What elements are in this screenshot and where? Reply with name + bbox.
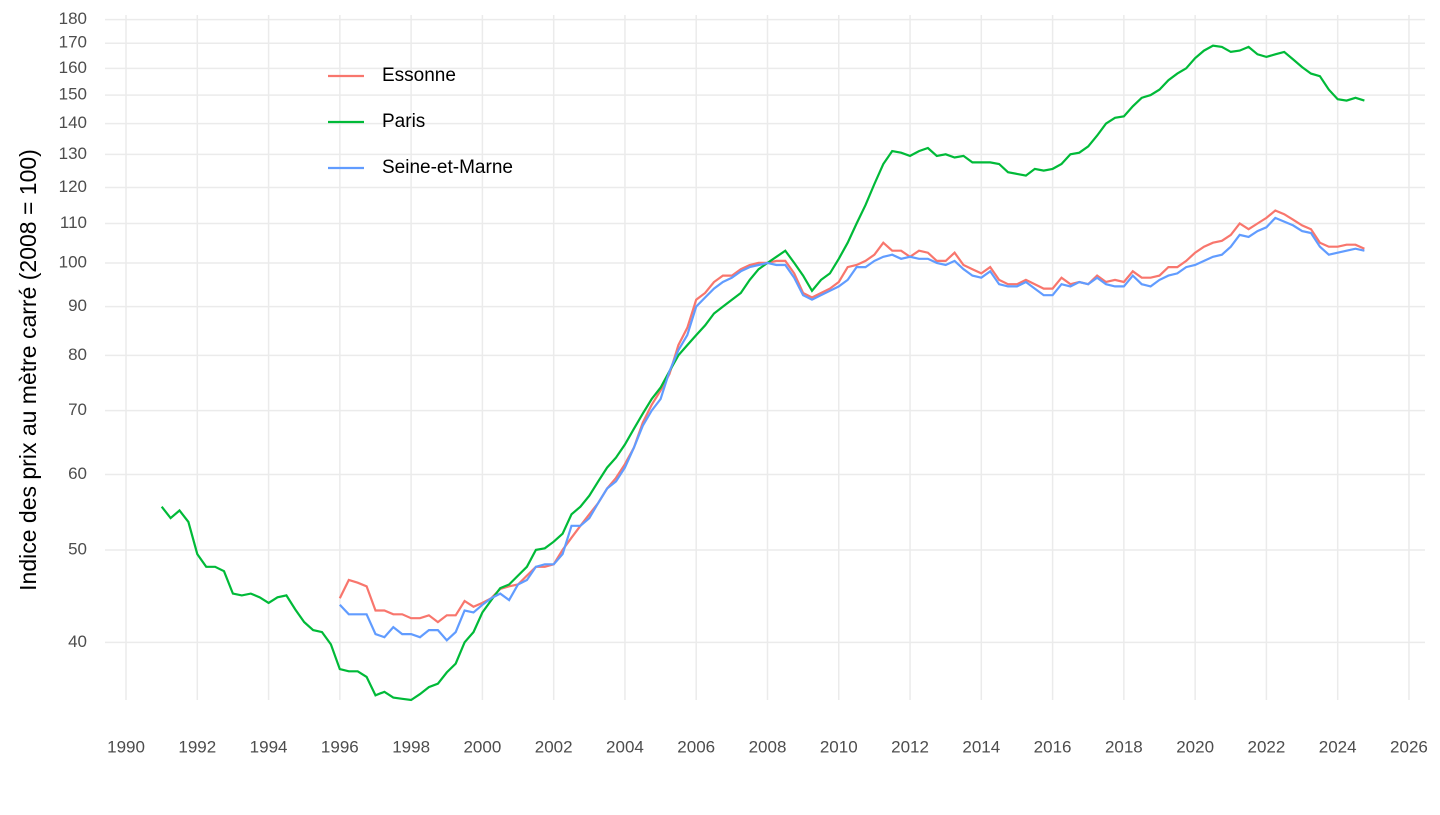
y-tick-label: 60 <box>68 464 87 483</box>
x-tick-label: 2008 <box>749 737 787 756</box>
x-tick-label: 2022 <box>1248 737 1286 756</box>
x-tick-label: 1996 <box>321 737 359 756</box>
x-tick-label: 1994 <box>250 737 288 756</box>
y-tick-label: 40 <box>68 632 87 651</box>
y-tick-label: 150 <box>59 85 87 104</box>
x-tick-label: 2004 <box>606 737 644 756</box>
x-tick-label: 2000 <box>463 737 501 756</box>
x-tick-label: 2018 <box>1105 737 1143 756</box>
legend-label: Paris <box>382 111 425 132</box>
y-tick-label: 180 <box>59 9 87 28</box>
y-tick-label: 110 <box>60 213 87 232</box>
y-tick-label: 130 <box>59 144 87 163</box>
y-axis-title: Indice des prix au mètre carré (2008 = 1… <box>15 149 41 591</box>
x-tick-label: 2020 <box>1176 737 1214 756</box>
y-tick-label: 100 <box>59 252 87 271</box>
x-tick-label: 1990 <box>107 737 145 756</box>
y-tick-label: 120 <box>59 177 87 196</box>
legend-label: Seine-et-Marne <box>382 157 513 178</box>
x-tick-label: 1992 <box>178 737 216 756</box>
x-tick-label: 2002 <box>535 737 573 756</box>
x-tick-label: 2006 <box>677 737 715 756</box>
x-tick-label: 2024 <box>1319 737 1357 756</box>
x-tick-label: 2016 <box>1034 737 1072 756</box>
series-line <box>338 209 1365 624</box>
y-tick-label: 140 <box>59 113 87 132</box>
y-tick-label: 70 <box>68 400 87 419</box>
x-tick-label: 2010 <box>820 737 858 756</box>
x-tick-label: 1998 <box>392 737 430 756</box>
y-tick-label: 170 <box>59 33 87 52</box>
y-tick-label: 160 <box>59 58 87 77</box>
x-tick-label: 2014 <box>962 737 1000 756</box>
y-tick-label: 90 <box>68 296 87 315</box>
y-tick-label: 50 <box>68 539 87 558</box>
x-tick-label: 2026 <box>1390 737 1428 756</box>
x-tick-label: 2012 <box>891 737 929 756</box>
legend-label: Essonne <box>382 65 456 86</box>
y-tick-label: 80 <box>68 345 87 364</box>
series-line <box>339 216 1365 642</box>
series-line <box>160 44 1365 702</box>
